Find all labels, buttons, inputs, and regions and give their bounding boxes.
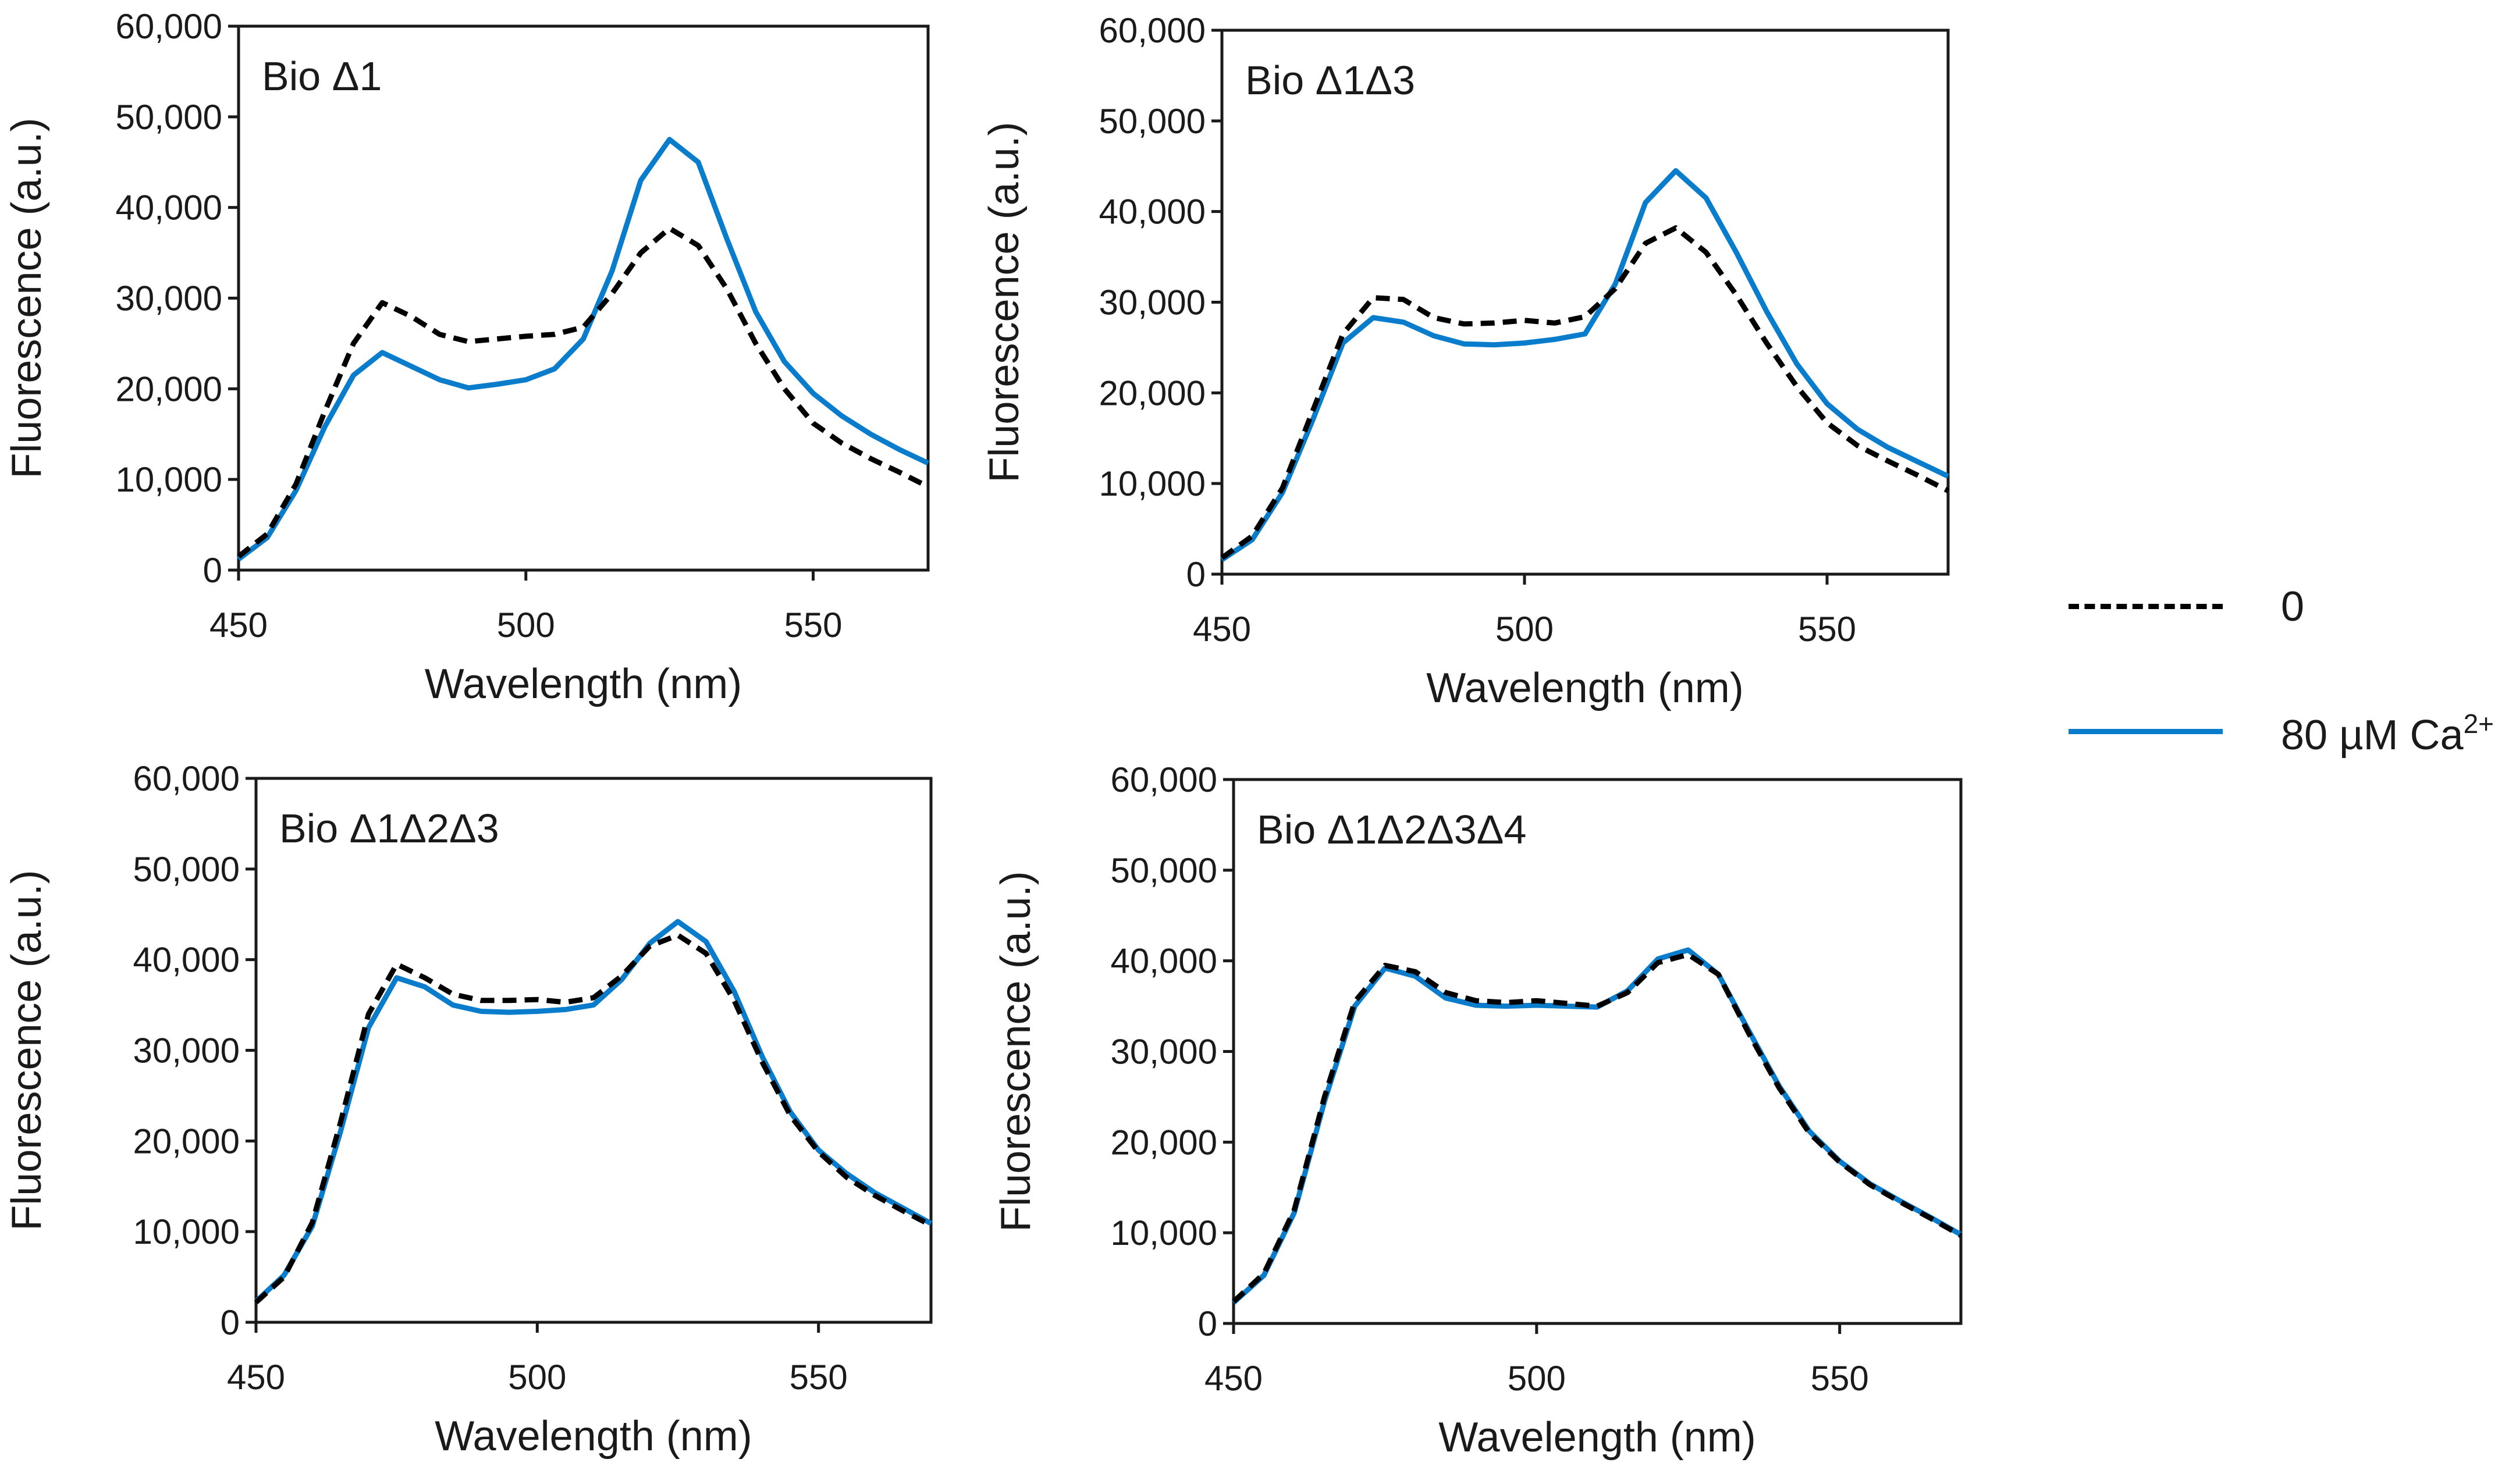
- y-tick-label: 40,000: [133, 941, 240, 980]
- x-tick-label: 550: [784, 606, 842, 645]
- y-tick-label: 40,000: [1099, 193, 1206, 232]
- y-tick-label: 30,000: [1110, 1033, 1217, 1072]
- y-axis-label: Fluorescence (a.u.): [3, 870, 50, 1230]
- y-tick-label: 30,000: [1099, 283, 1206, 322]
- x-tick-label: 450: [227, 1358, 285, 1397]
- plot-area: [1220, 29, 1950, 576]
- plot-area: [254, 777, 933, 1324]
- y-tick-label: 40,000: [1110, 942, 1217, 981]
- series-line-80um-ca: [237, 137, 929, 561]
- legend-label-calcium-sup: 2+: [2463, 709, 2494, 739]
- x-axis-label: Wavelength (nm): [425, 661, 742, 707]
- series-line-80um-ca: [1220, 168, 1949, 562]
- y-tick-label: 0: [1186, 555, 1206, 594]
- x-tick-label: 450: [209, 606, 268, 645]
- legend-label-calcium-main: 80 µM Ca: [2281, 712, 2464, 759]
- chart-bio-d1d2d3d4: 0 10,000 20,000 30,000 40,000 50,000 60,000 450…: [993, 760, 1963, 1461]
- x-tick-label: 450: [1204, 1359, 1263, 1398]
- series-line-0: [254, 933, 933, 1305]
- y-tick-label: 60,000: [1099, 11, 1206, 50]
- plot-area: [1232, 778, 1963, 1325]
- y-axis-label: Fluorescence (a.u.): [3, 118, 50, 478]
- chart-bio-d1: 0 10,000 20,000 30,000 40,000 50,000 60,000 450…: [3, 7, 930, 707]
- legend-entry-zero: 0: [2060, 576, 2502, 634]
- panel-title: Bio Δ1: [262, 54, 382, 99]
- y-tick-label: 20,000: [1099, 373, 1206, 412]
- y-tick-label: 20,000: [115, 369, 222, 408]
- legend-label-zero: 0: [2281, 583, 2305, 630]
- x-axis-label: Wavelength (nm): [1438, 1414, 1756, 1461]
- y-tick-label: 50,000: [133, 850, 240, 889]
- legend-label-calcium: 80 µM Ca2+: [2281, 708, 2494, 759]
- legend: 0 80 µM Ca2+: [2060, 576, 2502, 768]
- x-tick-label: 500: [497, 606, 555, 645]
- legend-swatch-solid: [2069, 729, 2223, 734]
- x-tick-label: 500: [1495, 610, 1554, 649]
- series-line-80um-ca: [1231, 947, 1963, 1305]
- panel-title: Bio Δ1Δ3: [1245, 58, 1415, 103]
- legend-entry-calcium: 80 µM Ca2+: [2060, 701, 2502, 759]
- y-tick-label: 60,000: [1110, 760, 1217, 799]
- chart-bio-d1d3: 0 10,000 20,000 30,000 40,000 50,000 60,000 450…: [981, 11, 1950, 711]
- x-tick-label: 550: [790, 1358, 848, 1397]
- y-tick-label: 0: [1198, 1304, 1217, 1343]
- y-tick-label: 30,000: [115, 279, 222, 318]
- y-tick-label: 10,000: [1099, 464, 1206, 503]
- y-axis-label: Fluorescence (a.u.): [981, 122, 1028, 482]
- x-tick-label: 500: [1508, 1359, 1566, 1398]
- y-tick-label: 10,000: [115, 460, 222, 499]
- y-tick-label: 0: [221, 1303, 240, 1342]
- plot-area: [237, 24, 930, 572]
- y-axis-label: Fluorescence (a.u.): [993, 871, 1039, 1232]
- x-tick-label: 550: [1798, 610, 1856, 649]
- series-line-80um-ca: [254, 919, 933, 1304]
- y-tick-label: 10,000: [1110, 1213, 1217, 1252]
- y-tick-label: 20,000: [133, 1122, 240, 1161]
- y-tick-label: 60,000: [115, 7, 222, 46]
- y-tick-label: 60,000: [133, 759, 240, 798]
- y-tick-label: 0: [203, 551, 222, 590]
- y-tick-label: 30,000: [133, 1031, 240, 1070]
- y-tick-label: 40,000: [115, 188, 222, 227]
- x-tick-label: 450: [1193, 610, 1251, 649]
- y-tick-label: 50,000: [1110, 851, 1217, 890]
- x-axis-label: Wavelength (nm): [435, 1413, 752, 1460]
- panel-title: Bio Δ1Δ2Δ3: [279, 806, 499, 851]
- series-line-0: [237, 226, 930, 559]
- x-tick-label: 500: [508, 1358, 566, 1397]
- y-tick-label: 50,000: [115, 98, 222, 137]
- y-tick-label: 10,000: [133, 1212, 240, 1251]
- panel-title: Bio Δ1Δ2Δ3Δ4: [1257, 807, 1526, 852]
- x-tick-label: 550: [1811, 1359, 1869, 1398]
- y-tick-label: 50,000: [1099, 102, 1206, 141]
- x-axis-label: Wavelength (nm): [1426, 665, 1744, 711]
- chart-bio-d1d2d3: 0 10,000 20,000 30,000 40,000 50,000 60,000 450…: [3, 759, 933, 1460]
- y-tick-label: 20,000: [1110, 1123, 1217, 1162]
- legend-swatch-dashed: [2069, 604, 2223, 609]
